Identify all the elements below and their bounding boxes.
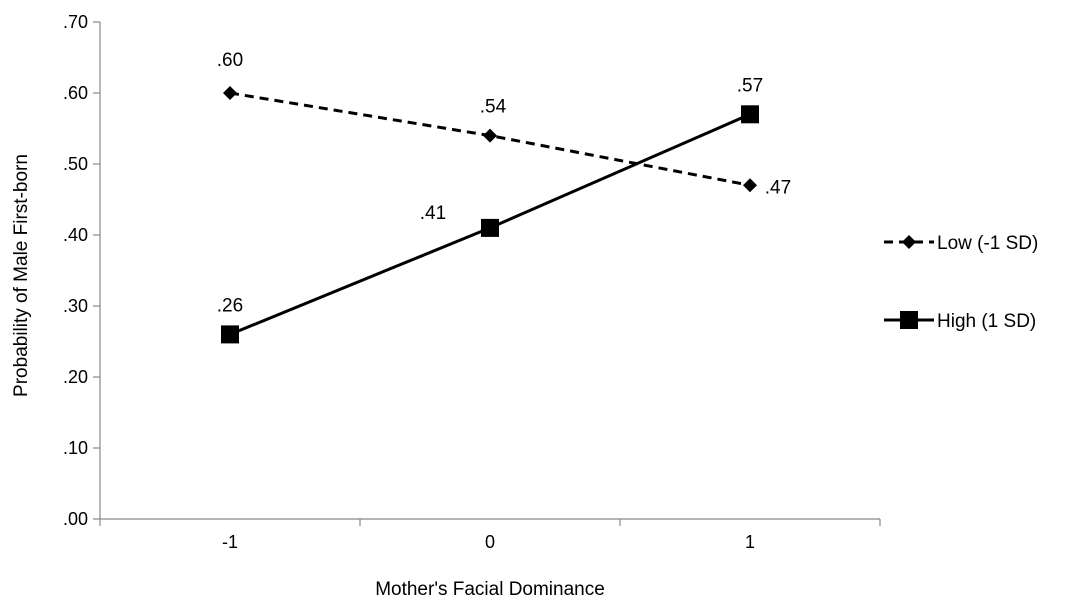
data-label: .57	[737, 75, 763, 96]
data-label: .60	[217, 50, 243, 71]
y-tick-label: .40	[63, 225, 88, 245]
x-axis-title: Mother's Facial Dominance	[375, 579, 605, 600]
series-point-high	[221, 325, 239, 344]
legend-marker	[900, 311, 918, 329]
data-labels: .60 .54 .47 .26 .41 .57	[217, 50, 791, 316]
y-axis-ticks: .00 .10 .20 .30 .40 .50 .60 .70	[63, 12, 100, 529]
series-point-low	[223, 86, 237, 100]
y-tick-label: .60	[63, 83, 88, 103]
x-tick-label: -1	[222, 532, 238, 552]
y-tick-label: .70	[63, 12, 88, 32]
data-label: .26	[217, 295, 243, 316]
series-layer	[221, 86, 759, 344]
series-point-high	[481, 218, 499, 237]
y-tick-label: .20	[63, 367, 88, 387]
y-axis-title: Probability of Male First-born	[11, 154, 32, 397]
x-axis-ticks: -1 0 1	[99, 519, 881, 552]
y-tick-label: .50	[63, 154, 88, 174]
legend-item-high: High (1 SD)	[884, 311, 1036, 332]
data-label: .54	[480, 97, 507, 118]
y-tick-label: .00	[63, 509, 88, 529]
data-label: .41	[420, 203, 446, 224]
x-tick-label: 0	[485, 532, 495, 552]
legend-label: Low (-1 SD)	[937, 233, 1038, 254]
x-tick-label: 1	[745, 532, 755, 552]
legend-marker	[902, 235, 916, 249]
legend-label: High (1 SD)	[937, 311, 1036, 332]
series-point-high	[741, 105, 759, 124]
legend-item-low: Low (-1 SD)	[884, 233, 1038, 254]
series-point-low	[743, 178, 757, 193]
data-label: .47	[765, 177, 791, 198]
legend: Low (-1 SD) High (1 SD)	[884, 233, 1038, 332]
y-tick-label: .30	[63, 296, 88, 316]
y-tick-label: .10	[63, 438, 88, 458]
series-point-low	[483, 128, 497, 143]
axes: .00 .10 .20 .30 .40 .50 .60 .70 -1 0 1	[63, 12, 881, 552]
